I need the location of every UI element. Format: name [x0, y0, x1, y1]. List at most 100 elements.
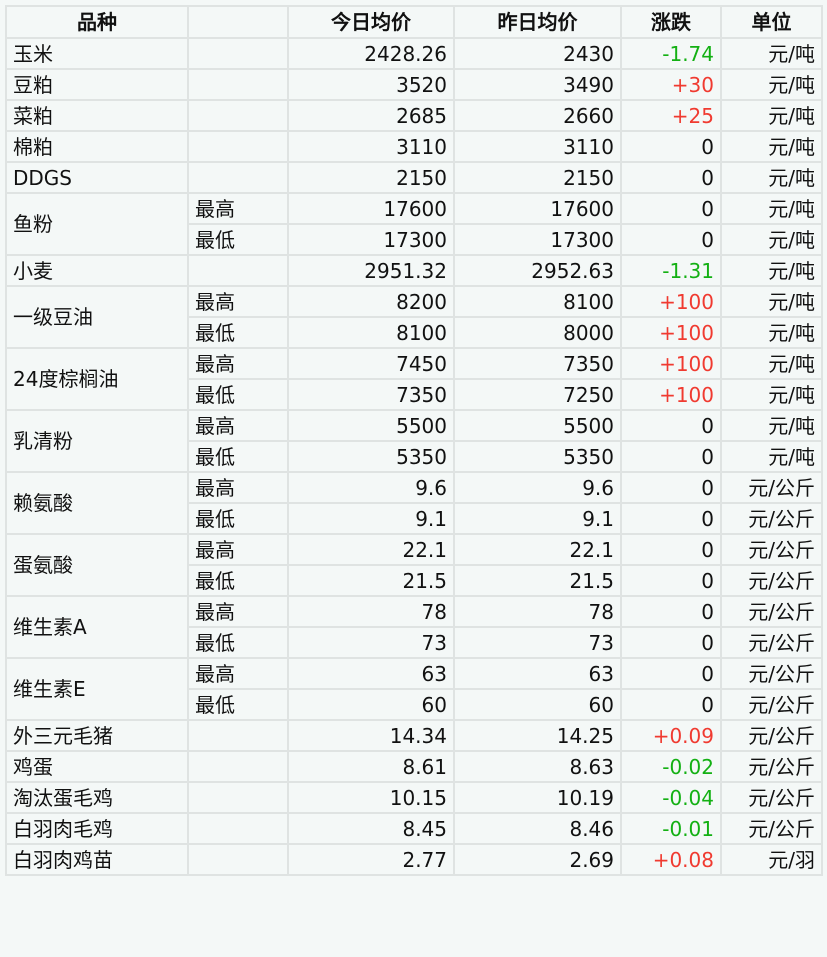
- cell-change: 0: [620, 192, 722, 225]
- cell-yesterday: 8.46: [453, 812, 622, 845]
- cell-change: +100: [620, 378, 722, 411]
- cell-yesterday: 3110: [453, 130, 622, 163]
- table-row: 玉米 2428.26 2430 -1.74 元/吨: [5, 37, 823, 70]
- cell-unit: 元/公斤: [720, 595, 823, 628]
- cell-today: 2951.32: [287, 254, 455, 287]
- cell-change: +0.08: [620, 843, 722, 876]
- cell-unit: 元/公斤: [720, 502, 823, 535]
- cell-change: +25: [620, 99, 722, 132]
- cell-yesterday: 60: [453, 688, 622, 721]
- cell-today: 2685: [287, 99, 455, 132]
- cell-sub: 最低: [187, 564, 289, 597]
- table-row: 最低 73 73 0 元/公斤: [6, 626, 823, 659]
- cell-yesterday: 8.63: [453, 750, 622, 783]
- table-row: 最低 17300 17300 0 元/吨: [6, 223, 823, 256]
- cell-variety: 鸡蛋: [5, 750, 189, 783]
- cell-unit: 元/公斤: [720, 688, 823, 721]
- cell-unit: 元/公斤: [720, 750, 823, 783]
- cell-yesterday: 17600: [453, 192, 622, 225]
- cell-variety: 菜粕: [5, 99, 189, 132]
- cell-change: 0: [620, 626, 722, 659]
- cell-change: 0: [620, 161, 722, 194]
- cell-variety: 小麦: [5, 254, 189, 287]
- cell-yesterday: 3490: [453, 68, 622, 101]
- cell-yesterday: 14.25: [453, 719, 622, 752]
- cell-yesterday: 78: [453, 595, 622, 628]
- cell-today: 10.15: [287, 781, 455, 814]
- cell-yesterday: 2.69: [453, 843, 622, 876]
- cell-variety: 维生素A: [5, 595, 189, 659]
- table-row: 最低 60 60 0 元/公斤: [6, 688, 823, 721]
- table-row: 乳清粉 最高 5500 5500 0 元/吨: [5, 409, 823, 473]
- cell-today: 73: [287, 626, 455, 659]
- price-table: 品种 今日均价 昨日均价 涨跌 单位 玉米 2428.26 2430 -1.74 元/吨…: [5, 5, 823, 876]
- table-row: 最低 5350 5350 0 元/吨: [6, 440, 823, 473]
- cell-sub: 最高: [187, 595, 289, 628]
- header-today: 今日均价: [287, 5, 455, 39]
- cell-today: 7450: [287, 347, 455, 380]
- cell-sub: [187, 37, 289, 70]
- cell-yesterday: 10.19: [453, 781, 622, 814]
- cell-unit: 元/公斤: [720, 812, 823, 845]
- cell-sub: 最高: [187, 471, 289, 504]
- cell-change: 0: [620, 564, 722, 597]
- header-sub: [187, 5, 289, 39]
- cell-unit: 元/吨: [720, 254, 823, 287]
- table-row: 淘汰蛋毛鸡 10.15 10.19 -0.04 元/公斤: [5, 781, 823, 814]
- cell-sub: [187, 843, 289, 876]
- cell-unit: 元/吨: [720, 316, 823, 349]
- cell-sub: 最高: [187, 657, 289, 690]
- header-change: 涨跌: [620, 5, 722, 39]
- cell-unit: 元/吨: [720, 68, 823, 101]
- table-row: 24度棕榈油 最高 7450 7350 +100 元/吨: [5, 347, 823, 411]
- cell-variety: 赖氨酸: [5, 471, 189, 535]
- cell-yesterday: 8000: [453, 316, 622, 349]
- table-row: 豆粕 3520 3490 +30 元/吨: [5, 68, 823, 101]
- cell-change: -1.31: [620, 254, 722, 287]
- cell-yesterday: 63: [453, 657, 622, 690]
- cell-change: +100: [620, 285, 722, 318]
- table-row: DDGS 2150 2150 0 元/吨: [5, 161, 823, 194]
- cell-change: -0.04: [620, 781, 722, 814]
- cell-today: 2150: [287, 161, 455, 194]
- cell-yesterday: 73: [453, 626, 622, 659]
- cell-unit: 元/吨: [720, 378, 823, 411]
- cell-yesterday: 5500: [453, 409, 622, 442]
- cell-sub: 最高: [187, 285, 289, 318]
- cell-yesterday: 8100: [453, 285, 622, 318]
- cell-change: 0: [620, 688, 722, 721]
- table-row: 最低 7350 7250 +100 元/吨: [6, 378, 823, 411]
- cell-sub: 最低: [187, 688, 289, 721]
- cell-today: 9.6: [287, 471, 455, 504]
- cell-sub: 最低: [187, 440, 289, 473]
- cell-today: 14.34: [287, 719, 455, 752]
- table-row: 最低 8100 8000 +100 元/吨: [6, 316, 823, 349]
- cell-sub: [187, 161, 289, 194]
- cell-variety: 一级豆油: [5, 285, 189, 349]
- cell-change: 0: [620, 130, 722, 163]
- cell-yesterday: 9.1: [453, 502, 622, 535]
- table-row: 维生素A 最高 78 78 0 元/公斤: [5, 595, 823, 659]
- header-yesterday: 昨日均价: [453, 5, 622, 39]
- table-row: 白羽肉鸡苗 2.77 2.69 +0.08 元/羽: [5, 843, 823, 876]
- cell-today: 2428.26: [287, 37, 455, 70]
- cell-variety: 棉粕: [5, 130, 189, 163]
- table-row: 维生素E 最高 63 63 0 元/公斤: [5, 657, 823, 721]
- cell-unit: 元/吨: [720, 223, 823, 256]
- cell-today: 8.45: [287, 812, 455, 845]
- cell-variety: 淘汰蛋毛鸡: [5, 781, 189, 814]
- table-row: 白羽肉毛鸡 8.45 8.46 -0.01 元/公斤: [5, 812, 823, 845]
- cell-change: 0: [620, 502, 722, 535]
- cell-unit: 元/羽: [720, 843, 823, 876]
- cell-today: 63: [287, 657, 455, 690]
- cell-sub: [187, 719, 289, 752]
- cell-unit: 元/吨: [720, 37, 823, 70]
- cell-sub: 最低: [187, 626, 289, 659]
- cell-change: 0: [620, 533, 722, 566]
- table-row: 鱼粉 最高 17600 17600 0 元/吨: [5, 192, 823, 256]
- header-unit: 单位: [720, 5, 823, 39]
- cell-yesterday: 9.6: [453, 471, 622, 504]
- cell-unit: 元/公斤: [720, 471, 823, 504]
- cell-sub: 最高: [187, 533, 289, 566]
- cell-variety: 外三元毛猪: [5, 719, 189, 752]
